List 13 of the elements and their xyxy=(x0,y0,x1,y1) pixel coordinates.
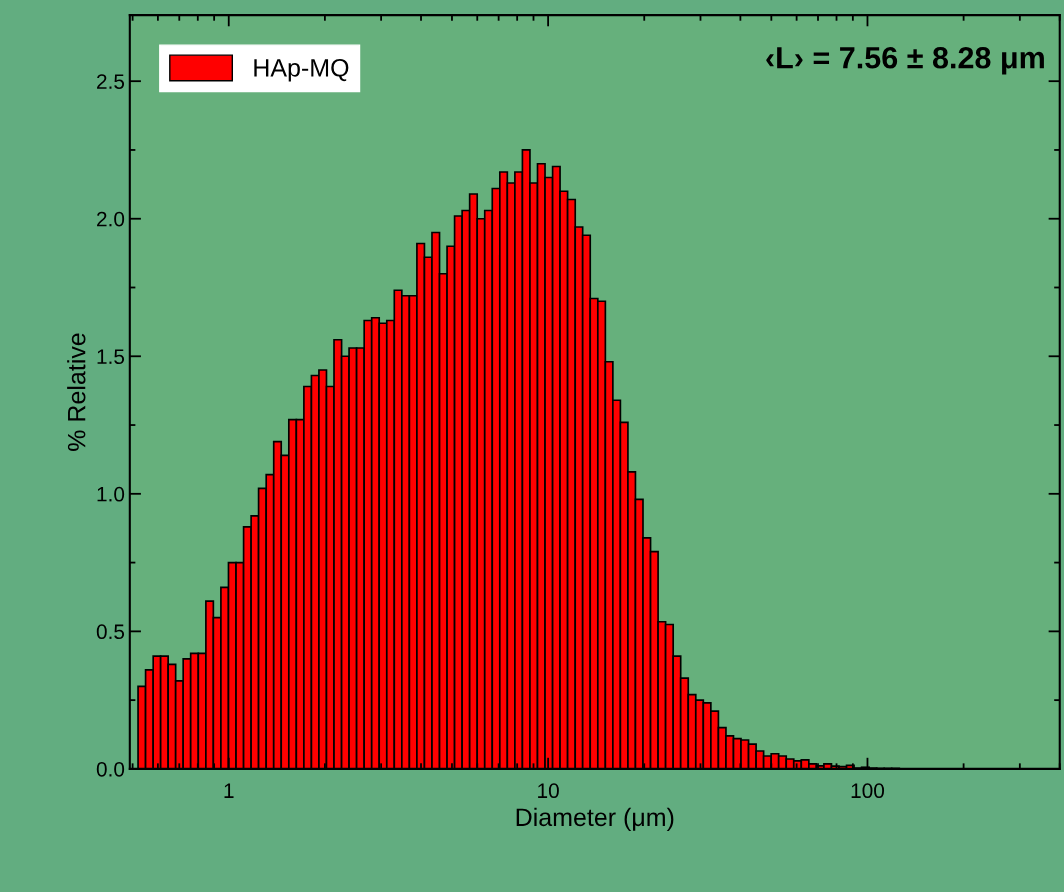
y-axis-title: % Relative xyxy=(67,333,86,451)
y-tick-label: 2.5 xyxy=(97,74,125,89)
legend-label: HAp-MQ xyxy=(254,58,349,82)
x-axis-title: Diameter (μm) xyxy=(516,807,674,832)
annotation: ‹L› = 7.56 ± 8.28 μm xyxy=(766,46,1044,75)
y-tick-label: 2.0 xyxy=(97,211,125,227)
y-tick-label: 0.0 xyxy=(96,761,125,777)
x-tick-label: 100 xyxy=(851,783,885,799)
x-tick-label: 10 xyxy=(538,783,559,799)
y-tick-label: 1.5 xyxy=(97,349,125,365)
y-tick-label: 0.5 xyxy=(96,624,125,640)
x-tick-label: 1 xyxy=(224,783,234,798)
y-tick-label: 1.0 xyxy=(97,486,125,502)
